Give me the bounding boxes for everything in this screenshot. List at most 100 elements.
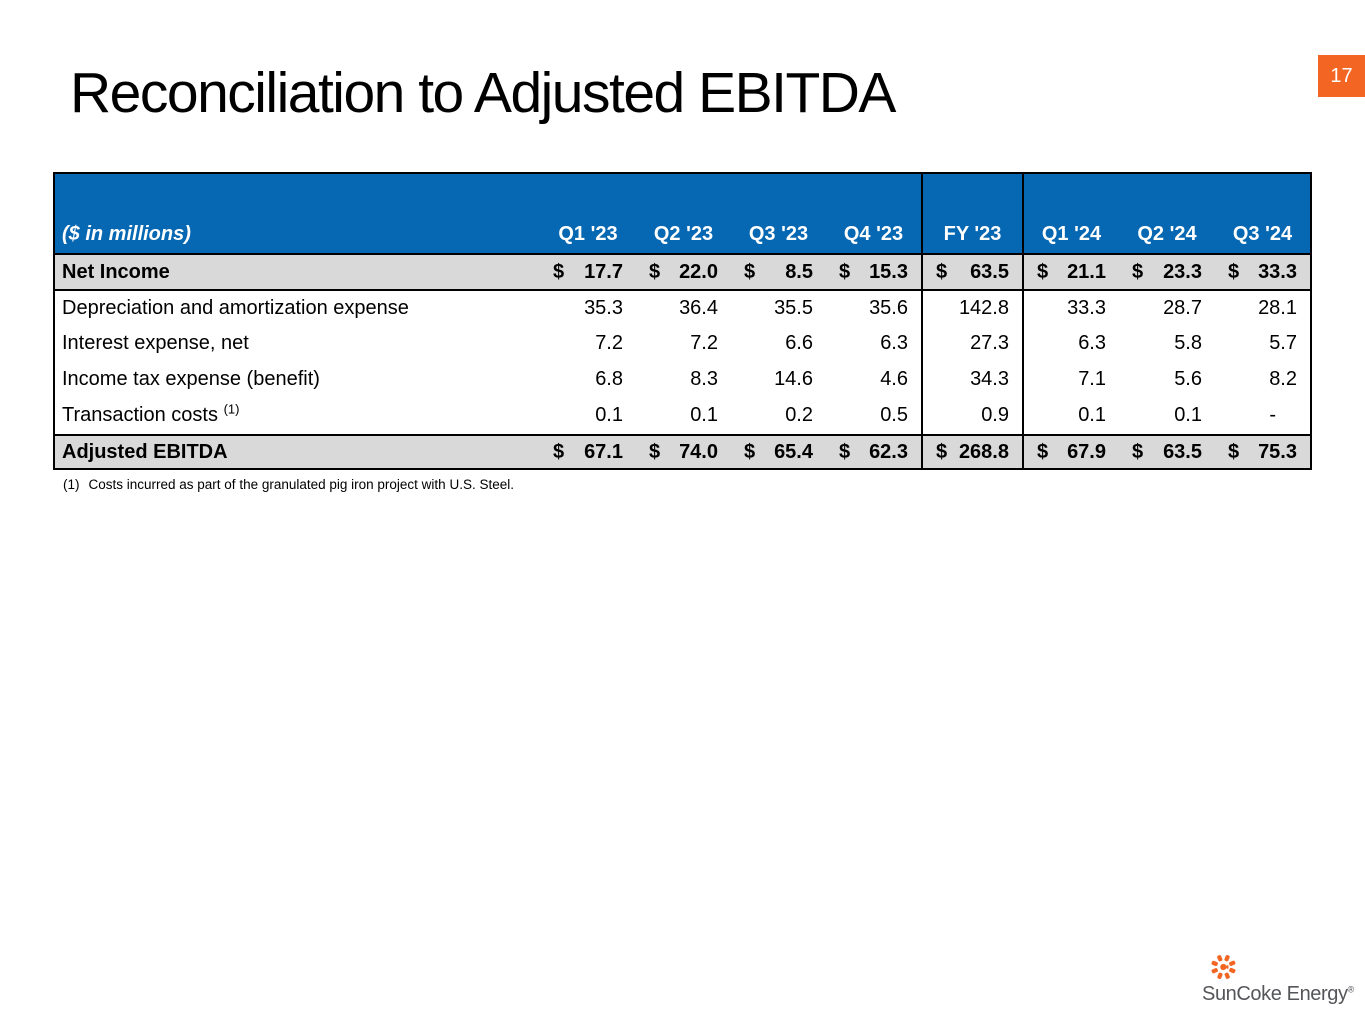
cell-value: $268.8 (921, 434, 1024, 469)
cell-value: $15.3 (826, 254, 922, 291)
cell-value: $22.0 (636, 254, 731, 291)
table-row: Income tax expense (benefit) 6.8 8.3 14.6 4.… (54, 361, 1311, 397)
footnote-ref: (1) (223, 401, 240, 417)
row-label: Income tax expense (benefit) (62, 367, 320, 390)
cell-value: $23.3 (1119, 254, 1215, 291)
cell-value: 8.3 (690, 367, 718, 390)
page-number-badge: 17 (1318, 55, 1365, 97)
cell-value: $67.9 (1023, 434, 1119, 469)
column-header: Q2 '23 (636, 173, 731, 255)
column-header: Q1 '24 (1023, 173, 1119, 255)
amount: 74.0 (679, 440, 718, 463)
cell-value: 6.8 (595, 367, 623, 390)
cell-value: 5.6 (1174, 367, 1202, 390)
cell-value: 8.2 (1269, 367, 1297, 390)
cell-value: 28.1 (1258, 297, 1297, 319)
table-row: Adjusted EBITDA $67.1 $74.0 $65.4 $62.3 $268.… (54, 434, 1311, 469)
amount: 63.5 (970, 260, 1009, 283)
page-number: 17 (1330, 64, 1353, 87)
amount: 268.8 (958, 440, 1009, 463)
currency-symbol: $ (936, 440, 948, 463)
cell-value: 7.2 (595, 332, 623, 354)
column-header: Q1 '23 (540, 173, 636, 255)
ebitda-reconciliation-table: ($ in millions) Q1 '23 Q2 '23 Q3 '23 Q4 '23… (53, 172, 1312, 470)
column-header: Q2 '24 (1119, 173, 1215, 255)
cell-value: 33.3 (1067, 297, 1106, 319)
amount: 22.0 (679, 260, 718, 283)
cell-value: 6.6 (785, 332, 813, 354)
currency-symbol: $ (1037, 440, 1049, 463)
cell-value: 0.1 (690, 404, 718, 426)
cell-value: $63.5 (921, 254, 1024, 291)
currency-symbol: $ (649, 260, 661, 283)
currency-symbol: $ (839, 260, 851, 283)
cell-value: 5.7 (1269, 332, 1297, 354)
amount: 67.9 (1067, 440, 1106, 463)
cell-value: 142.8 (921, 290, 1024, 326)
cell-value: $17.7 (540, 254, 636, 291)
cell-value: - (1269, 404, 1276, 426)
currency-symbol: $ (1132, 260, 1144, 283)
cell-value: $21.1 (1023, 254, 1119, 291)
currency-symbol: $ (1228, 260, 1240, 283)
table-body: Net Income $17.7 $22.0 $8.5 $15.3 $63.5 $21.1 $… (54, 254, 1311, 469)
currency-symbol: $ (1228, 440, 1240, 463)
cell-value: $75.3 (1215, 434, 1311, 469)
currency-symbol: $ (1037, 260, 1049, 283)
column-header: Q3 '23 (731, 173, 826, 255)
cell-value: 0.1 (595, 404, 623, 426)
cell-value: 28.7 (1163, 297, 1202, 319)
cell-value: 7.2 (690, 332, 718, 354)
amount: 15.3 (869, 260, 908, 283)
cell-value: 14.6 (774, 367, 813, 390)
currency-symbol: $ (839, 440, 851, 463)
page-title: Reconciliation to Adjusted EBITDA (70, 61, 896, 125)
suncoke-logo: SunCoke Energy® (1202, 952, 1354, 1006)
cell-value: $67.1 (540, 434, 636, 469)
logo-text: SunCoke Energy® (1202, 983, 1354, 1006)
cell-value: 6.3 (1078, 332, 1106, 354)
amount: 63.5 (1163, 440, 1202, 463)
cell-value: 35.6 (869, 297, 908, 319)
amount: 33.3 (1258, 260, 1297, 283)
sun-icon (1211, 955, 1236, 979)
cell-value: $65.4 (731, 434, 826, 469)
cell-value: 35.5 (774, 297, 813, 319)
cell-value: 4.6 (880, 367, 908, 390)
currency-symbol: $ (1132, 440, 1144, 463)
cell-value: $8.5 (731, 254, 826, 291)
amount: 8.5 (785, 260, 813, 283)
cell-value: 0.5 (880, 404, 908, 426)
cell-value: 0.1 (1174, 404, 1202, 426)
cell-value: $62.3 (826, 434, 922, 469)
table-row: Net Income $17.7 $22.0 $8.5 $15.3 $63.5 $21.1 $… (54, 254, 1311, 291)
row-label: Adjusted EBITDA (54, 434, 540, 469)
row-label: Transaction costs (1) (62, 401, 240, 426)
amount: 21.1 (1067, 260, 1106, 283)
table-row: Interest expense, net 7.2 7.2 6.6 6.3 27.3 6.3… (54, 326, 1311, 361)
column-header: FY '23 (921, 173, 1024, 255)
table-row: Transaction costs (1) 0.1 0.1 0.2 0.5 0.9 0.1 0… (54, 397, 1311, 435)
cell-value: 6.3 (880, 332, 908, 354)
registered-mark: ® (1347, 984, 1355, 995)
amount: 65.4 (774, 440, 813, 463)
column-header: Q3 '24 (1215, 173, 1311, 255)
cell-value: 0.1 (1078, 404, 1106, 426)
currency-symbol: $ (553, 440, 565, 463)
row-label: Net Income (54, 254, 540, 291)
column-header: Q4 '23 (826, 173, 922, 255)
cell-value: 35.3 (584, 297, 623, 319)
row-label: Interest expense, net (62, 332, 249, 354)
cell-value: 36.4 (679, 297, 718, 319)
currency-symbol: $ (553, 260, 565, 283)
amount: 17.7 (584, 260, 623, 283)
cell-value: $63.5 (1119, 434, 1215, 469)
currency-symbol: $ (936, 260, 948, 283)
cell-value: $74.0 (636, 434, 731, 469)
row-label: Depreciation and amortization expense (62, 297, 409, 319)
footnote-marker: (1) (63, 477, 80, 492)
cell-value: $33.3 (1215, 254, 1311, 291)
currency-symbol: $ (649, 440, 661, 463)
cell-value: 27.3 (921, 326, 1024, 361)
